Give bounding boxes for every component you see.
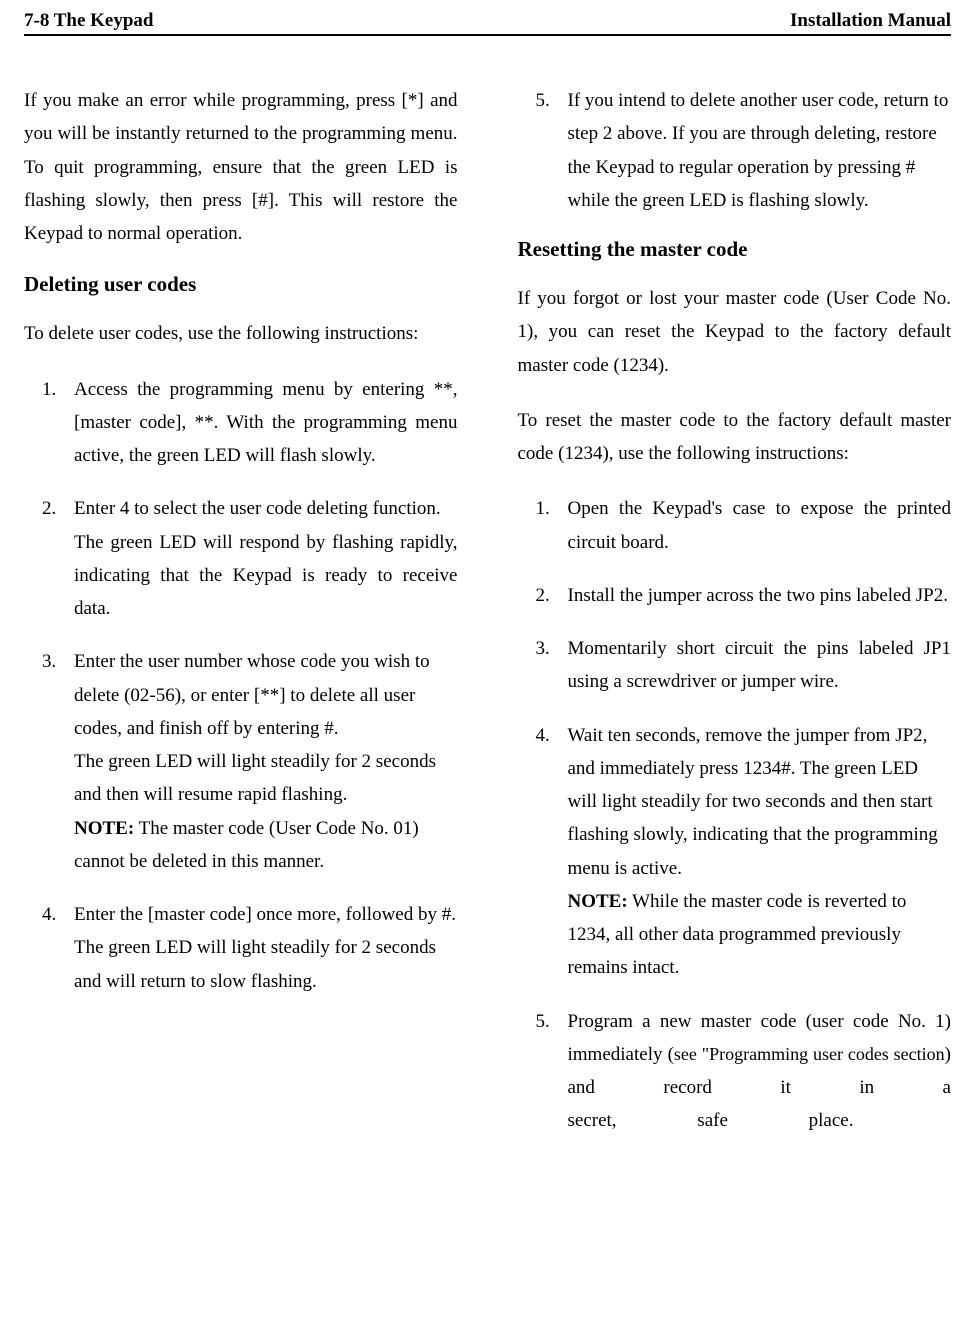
deleting-heading: Deleting user codes (24, 272, 458, 297)
resetting-para1: If you forgot or lost your master code (… (518, 282, 952, 382)
reset-step-3: Momentarily short circuit the pins label… (518, 632, 952, 699)
reset-step-5-small: see "Programming user codes section (674, 1044, 945, 1064)
resetting-steps: Open the Keypad's case to expose the pri… (518, 492, 952, 1137)
step-5: If you intend to delete another user cod… (518, 84, 952, 217)
left-column: If you make an error while programming, … (24, 84, 458, 1158)
step-3: Enter the user number whose code you wis… (24, 645, 458, 878)
page-header: 7-8 The Keypad Installation Manual (24, 10, 951, 36)
reset-step-4: Wait ten seconds, remove the jumper from… (518, 719, 952, 985)
content-columns: If you make an error while programming, … (24, 84, 951, 1158)
deleting-steps: Access the programming menu by entering … (24, 373, 458, 998)
reset-step-1: Open the Keypad's case to expose the pri… (518, 492, 952, 559)
header-left: 7-8 The Keypad (24, 10, 154, 32)
deleting-steps-continued: If you intend to delete another user cod… (518, 84, 952, 217)
step-4: Enter the [master code] once more, follo… (24, 898, 458, 998)
step-2-text: Enter 4 to select the user code deleting… (74, 498, 458, 619)
resetting-heading: Resetting the master code (518, 237, 952, 262)
reset-step-4-text: Wait ten seconds, remove the jumper from… (568, 725, 938, 979)
header-right: Installation Manual (790, 10, 951, 32)
deleting-lead: To delete user codes, use the following … (24, 317, 458, 350)
reset-step-5: Program a new master code (user code No.… (518, 1005, 952, 1138)
reset-step-5-text: Program a new master code (user code No.… (568, 1011, 952, 1132)
step-4-text: Enter the [master code] once more, follo… (74, 904, 456, 992)
step-2: Enter 4 to select the user code deleting… (24, 492, 458, 625)
step-3-text: Enter the user number whose code you wis… (74, 651, 436, 872)
note-label: NOTE: (74, 818, 134, 839)
intro-paragraph: If you make an error while programming, … (24, 84, 458, 250)
reset-step-2: Install the jumper across the two pins l… (518, 579, 952, 612)
step-1: Access the programming menu by entering … (24, 373, 458, 473)
resetting-para2: To reset the master code to the factory … (518, 404, 952, 471)
right-column: If you intend to delete another user cod… (518, 84, 952, 1158)
reset-note-label: NOTE: (568, 891, 628, 912)
